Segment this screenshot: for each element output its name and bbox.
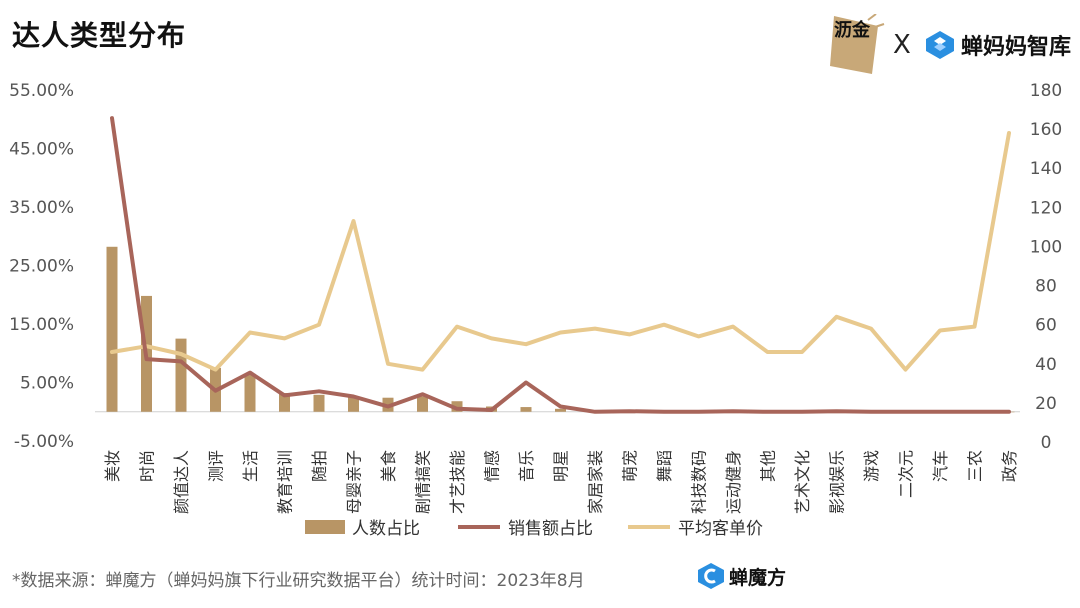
- x-tick-label: 运动健身: [724, 450, 743, 514]
- x-tick-label: 二次元: [897, 450, 916, 498]
- bar: [520, 407, 532, 412]
- y-right-tick: 60: [1035, 316, 1057, 336]
- line-avg-price: [110, 131, 1011, 372]
- x-tick-label: 时尚: [138, 450, 157, 482]
- line-sales-share: [110, 116, 1011, 414]
- bar: [417, 396, 428, 412]
- x-tick-label: 颜值达人: [172, 450, 191, 514]
- legend-label: 人数占比: [352, 519, 420, 539]
- y-left-tick: 15.00%: [9, 315, 74, 335]
- x-tick-label: 剧情搞笑: [414, 450, 433, 514]
- x-tick-label: 汽车: [931, 450, 950, 482]
- y-right-tick: 100: [1030, 237, 1062, 257]
- y-left-tick: 25.00%: [9, 257, 74, 277]
- x-tick-label: 科技数码: [690, 450, 709, 514]
- bar: [313, 394, 325, 412]
- combo-chart: -5.00% 5.00% 15.00% 25.00% 35.00% 45.00% 55.00…: [9, 81, 1062, 539]
- x-tick-label: 萌宠: [621, 450, 640, 482]
- x-tick-label: 测评: [207, 450, 226, 482]
- legend-label: 平均客单价: [678, 519, 763, 539]
- y-right-tick: 180: [1030, 81, 1062, 101]
- y-left-tick: 5.00%: [20, 374, 74, 394]
- x-tick-label: 美妆: [103, 450, 122, 482]
- bar: [106, 246, 118, 412]
- x-tick-label: 游戏: [862, 450, 881, 482]
- brand-text: 蝉魔方: [729, 566, 787, 589]
- bar: [451, 401, 463, 412]
- y-right-tick: 20: [1035, 394, 1057, 414]
- x-tick-label: 才艺技能: [448, 450, 467, 514]
- bar: [348, 396, 359, 412]
- x-tick-label: 明星: [552, 450, 571, 482]
- x-tick-label: 生活: [241, 450, 260, 482]
- logo-right-text: 蝉妈妈智库: [961, 35, 1072, 60]
- y-right-tick: 40: [1035, 355, 1057, 375]
- x-tick-label: 三农: [966, 450, 985, 482]
- bar: [555, 408, 566, 412]
- y-left-tick: -5.00%: [14, 432, 74, 452]
- bar: [244, 373, 256, 412]
- x-tick-label: 美食: [379, 450, 398, 482]
- logo-left-text: 沥金: [834, 19, 871, 41]
- x-tick-label: 随拍: [310, 450, 329, 482]
- legend-swatch-bar: [305, 520, 345, 534]
- x-tick-label: 音乐: [517, 450, 536, 482]
- page-title: 达人类型分布: [12, 19, 187, 52]
- x-tick-label: 影视娱乐: [828, 450, 847, 514]
- x-tick-label: 母婴亲子: [345, 450, 364, 514]
- chanmofang-icon: [698, 563, 724, 589]
- y-left-tick: 35.00%: [9, 198, 74, 218]
- x-tick-label: 其他: [759, 450, 778, 482]
- x-tick-label: 舞蹈: [655, 450, 674, 482]
- bar: [175, 338, 187, 412]
- chanmama-icon: [926, 31, 954, 59]
- x-tick-label: 情感: [483, 450, 502, 482]
- y-right-tick: 80: [1035, 277, 1057, 297]
- bar: [279, 393, 290, 412]
- y-left-tick: 55.00%: [9, 81, 74, 101]
- source-note: *数据来源：蝉魔方（蝉妈妈旗下行业研究数据平台）统计时间：2023年8月: [12, 571, 585, 591]
- y-right-tick: 140: [1030, 159, 1062, 179]
- legend-label: 销售额占比: [508, 519, 593, 539]
- x-tick-label: 教育培训: [276, 450, 295, 514]
- y-right-tick: 120: [1030, 198, 1062, 218]
- y-right-tick: 0: [1041, 433, 1052, 453]
- chanmama-logo: 蝉妈妈智库: [925, 28, 1071, 62]
- kaiping-gold-logo: 沥金: [828, 13, 885, 76]
- y-right-tick: 160: [1030, 120, 1062, 140]
- brand-logo: 蝉魔方: [697, 562, 786, 590]
- x-tick-label: 艺术文化: [793, 450, 812, 514]
- y-left-tick: 45.00%: [9, 140, 74, 160]
- x-tick-label: 政务: [1000, 450, 1019, 482]
- logo-separator: X: [893, 30, 911, 60]
- x-tick-label: 家居家装: [586, 450, 605, 514]
